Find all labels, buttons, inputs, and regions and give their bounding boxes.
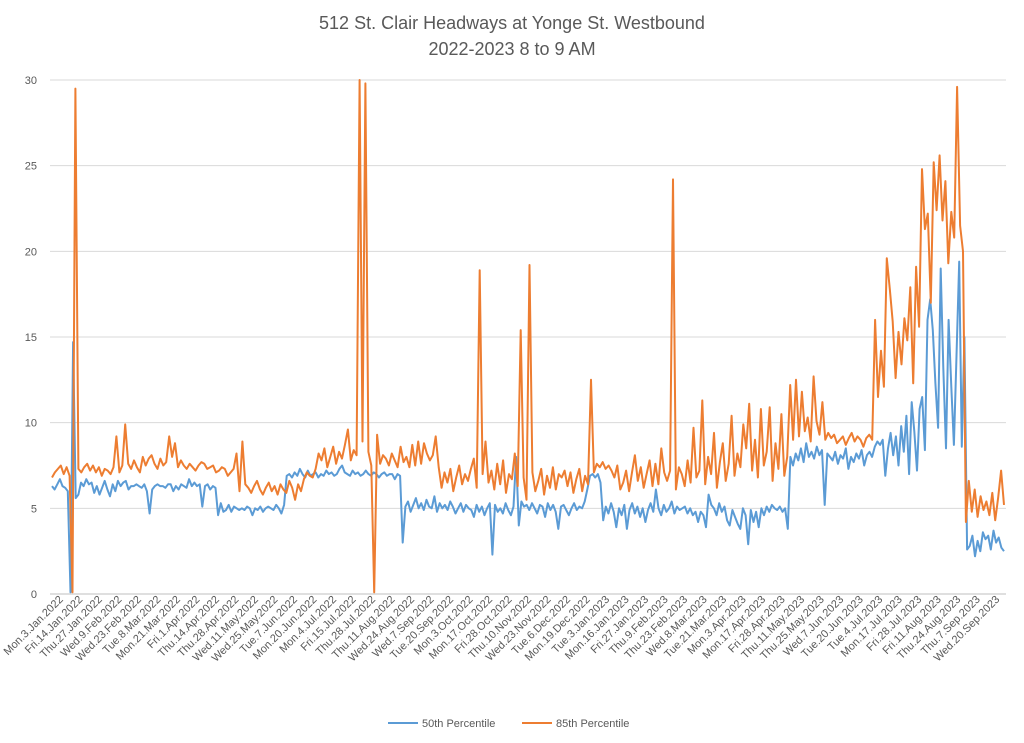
legend-label-85th-percentile: 85th Percentile [556, 718, 629, 730]
chart-subtitle: 2022-2023 8 to 9 AM [428, 39, 595, 59]
legend-label-50th-percentile: 50th Percentile [422, 718, 495, 730]
y-tick-label: 25 [25, 161, 37, 173]
y-axis-ticks: 0 5 10 15 20 25 30 [25, 75, 37, 601]
chart-title: 512 St. Clair Headways at Yonge St. West… [319, 13, 705, 33]
y-tick-label: 5 [31, 503, 37, 515]
series-lines [51, 79, 1005, 594]
y-tick-label: 0 [31, 589, 37, 601]
legend: 50th Percentile 85th Percentile [388, 718, 629, 730]
series-line-50th-percentile [51, 260, 1005, 594]
y-tick-label: 30 [25, 75, 37, 87]
x-axis-ticks: Mon.3.Jan.2022Fri.14.Jan.2022Thu.27.Jan.… [2, 594, 1003, 665]
y-tick-label: 15 [25, 332, 37, 344]
series-line-85th-percentile [51, 79, 1005, 594]
y-tick-label: 10 [25, 418, 37, 430]
y-tick-label: 20 [25, 246, 37, 258]
